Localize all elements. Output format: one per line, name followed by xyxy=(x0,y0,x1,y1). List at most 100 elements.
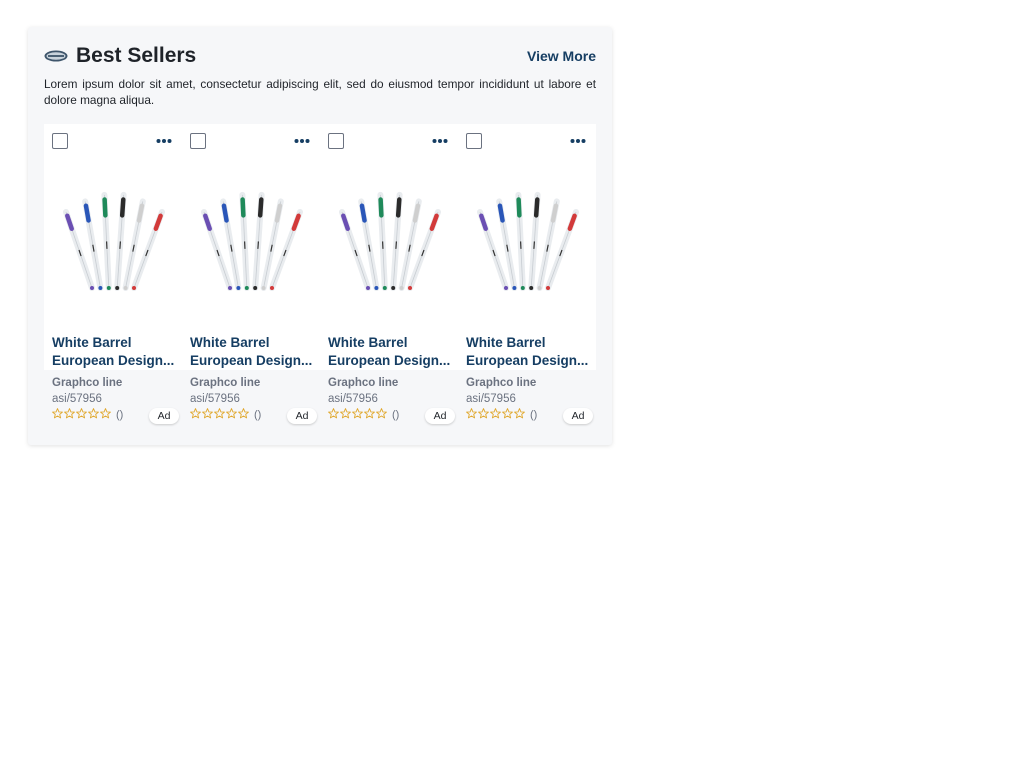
product-name-line-1: White Barrel xyxy=(328,335,408,350)
pen-illustration xyxy=(269,209,303,291)
rating: () xyxy=(466,408,537,422)
product-name[interactable]: White Barrel European Design... xyxy=(52,334,176,370)
rating-stars xyxy=(466,406,526,424)
rating: () xyxy=(190,408,261,422)
pen-illustration xyxy=(358,198,380,291)
product-name-line-2: European Design... xyxy=(190,353,313,368)
ad-badge: Ad xyxy=(425,408,455,424)
section-description: Lorem ipsum dolor sit amet, consectetur … xyxy=(44,77,596,107)
section-title: Best Sellers xyxy=(76,44,197,67)
ad-badge: Ad xyxy=(287,408,317,424)
star-outline-icon xyxy=(352,408,363,419)
compare-checkbox[interactable] xyxy=(466,133,482,149)
supplier-name[interactable]: Graphco line xyxy=(466,377,537,389)
pen-illustration xyxy=(260,198,284,291)
product-image[interactable] xyxy=(190,178,312,294)
asi-number: asi/57956 xyxy=(190,393,240,405)
supplier-name[interactable]: Graphco line xyxy=(52,377,123,389)
pen-illustration xyxy=(477,209,509,291)
pen-illustration xyxy=(122,198,146,291)
pen-illustration xyxy=(82,198,104,291)
rating-count: () xyxy=(392,409,400,421)
product-grid: White Barrel European Design... Graphco … xyxy=(44,124,596,434)
rating-stars xyxy=(52,406,112,424)
ad-badge: Ad xyxy=(149,408,179,424)
pen-illustration xyxy=(398,198,422,291)
pen-illustration xyxy=(239,191,250,291)
star-outline-icon xyxy=(226,408,237,419)
product-name[interactable]: White Barrel European Design... xyxy=(328,334,452,370)
asi-number: asi/57956 xyxy=(52,393,102,405)
product-name-line-2: European Design... xyxy=(466,353,589,368)
pen-illustration xyxy=(377,191,388,291)
star-outline-icon xyxy=(502,408,513,419)
rating-stars xyxy=(190,406,250,424)
product-name-line-1: White Barrel xyxy=(466,335,546,350)
product-card-image-area xyxy=(320,124,458,370)
star-outline-icon xyxy=(364,408,375,419)
product-card[interactable]: White Barrel European Design... Graphco … xyxy=(44,124,182,424)
pen-illustration xyxy=(390,191,403,291)
pen-illustration xyxy=(201,209,233,291)
star-outline-icon xyxy=(466,408,477,419)
product-name[interactable]: White Barrel European Design... xyxy=(466,334,590,370)
asi-number: asi/57956 xyxy=(466,393,516,405)
asi-number: asi/57956 xyxy=(328,393,378,405)
rating-stars xyxy=(328,406,388,424)
pen-illustration xyxy=(407,209,441,291)
pen-illustration xyxy=(220,198,242,291)
star-outline-icon xyxy=(214,408,225,419)
more-horizontal-icon[interactable] xyxy=(156,134,172,148)
pen-illustration xyxy=(496,198,518,291)
product-card-image-area xyxy=(44,124,182,370)
supplier-name[interactable]: Graphco line xyxy=(190,377,261,389)
star-outline-icon xyxy=(52,408,63,419)
rating-count: () xyxy=(530,409,538,421)
pen-illustration xyxy=(545,209,579,291)
pen-illustration xyxy=(536,198,560,291)
star-outline-icon xyxy=(376,408,387,419)
pen-illustration xyxy=(528,191,541,291)
star-outline-icon xyxy=(202,408,213,419)
supplier-name[interactable]: Graphco line xyxy=(328,377,399,389)
product-image[interactable] xyxy=(466,178,588,294)
compare-checkbox[interactable] xyxy=(52,133,68,149)
product-image[interactable] xyxy=(328,178,450,294)
star-outline-icon xyxy=(190,408,201,419)
product-card[interactable]: White Barrel European Design... Graphco … xyxy=(458,124,596,424)
pen-illustration xyxy=(101,191,112,291)
pen-illustration xyxy=(339,209,371,291)
product-card-image-area xyxy=(458,124,596,370)
star-outline-icon xyxy=(64,408,75,419)
product-name-line-2: European Design... xyxy=(52,353,175,368)
product-image[interactable] xyxy=(52,178,174,294)
product-name-line-1: White Barrel xyxy=(190,335,270,350)
rating: () xyxy=(328,408,399,422)
compare-checkbox[interactable] xyxy=(328,133,344,149)
view-more-link[interactable]: View More xyxy=(527,48,596,64)
star-outline-icon xyxy=(100,408,111,419)
star-outline-icon xyxy=(490,408,501,419)
star-outline-icon xyxy=(478,408,489,419)
star-outline-icon xyxy=(514,408,525,419)
rating-count: () xyxy=(254,409,262,421)
compare-checkbox[interactable] xyxy=(190,133,206,149)
pen-illustration xyxy=(63,209,95,291)
pen-illustration xyxy=(131,209,165,291)
product-name-line-1: White Barrel xyxy=(52,335,132,350)
more-horizontal-icon[interactable] xyxy=(294,134,310,148)
product-card-image-area xyxy=(182,124,320,370)
more-horizontal-icon[interactable] xyxy=(570,134,586,148)
product-name[interactable]: White Barrel European Design... xyxy=(190,334,314,370)
rating-count: () xyxy=(116,409,124,421)
section-header: Best Sellers View More xyxy=(44,43,596,69)
star-outline-icon xyxy=(88,408,99,419)
rating: () xyxy=(52,408,123,422)
more-horizontal-icon[interactable] xyxy=(432,134,448,148)
pen-illustration xyxy=(252,191,265,291)
product-card[interactable]: White Barrel European Design... Graphco … xyxy=(182,124,320,424)
product-card[interactable]: White Barrel European Design... Graphco … xyxy=(320,124,458,424)
star-outline-icon xyxy=(76,408,87,419)
oval-badge-logo-icon xyxy=(44,50,68,62)
pen-illustration xyxy=(114,191,127,291)
